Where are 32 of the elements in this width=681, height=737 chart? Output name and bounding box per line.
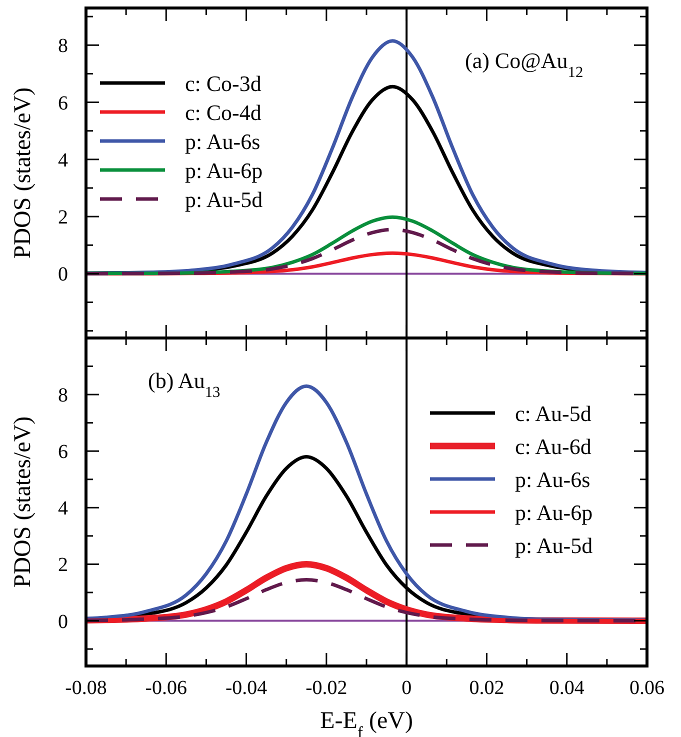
- x-tick-label: 0.02: [469, 677, 504, 699]
- x-tick-label: -0.08: [65, 677, 107, 699]
- legend-label: c: Au-6d: [515, 434, 592, 459]
- legend-label: p: Au-6s: [515, 467, 590, 492]
- y-tick-label: 6: [58, 441, 68, 464]
- y-tick-label: 2: [58, 554, 68, 576]
- y-axis-title: PDOS (states/eV): [10, 416, 36, 588]
- legend-label: p: Au-6s: [185, 129, 260, 154]
- x-tick-label: 0.06: [630, 677, 664, 699]
- x-tick-label: 0.04: [549, 677, 584, 699]
- x-tick-label: 0: [402, 677, 412, 699]
- x-tick-label: -0.02: [306, 677, 348, 699]
- legend-label: c: Au-5d: [515, 401, 592, 426]
- y-tick-label: 0: [58, 264, 68, 286]
- legend-label: p: Au-6p: [515, 500, 593, 525]
- annotation: (b) Au$_{13}$: [148, 368, 221, 400]
- y-tick-label: 4: [58, 149, 68, 172]
- legend-label: p: Au-5d: [515, 533, 593, 558]
- y-tick-label: 2: [58, 206, 68, 229]
- y-tick-label: 8: [58, 384, 68, 407]
- y-tick-label: 4: [58, 498, 68, 520]
- x-tick-label: -0.04: [225, 677, 268, 699]
- y-tick-label: 6: [58, 92, 68, 114]
- x-tick-label: -0.06: [145, 677, 187, 699]
- legend-label: p: Au-6p: [185, 158, 263, 183]
- legend-label: p: Au-5d: [185, 187, 263, 212]
- y-axis-title: PDOS (states/eV): [10, 87, 36, 259]
- annotation: (a) Co@Au$_{12}$: [465, 48, 584, 80]
- legend-label: c: Co-4d: [185, 100, 262, 125]
- y-tick-label: 8: [58, 35, 68, 58]
- y-tick-label: 0: [58, 610, 68, 633]
- legend-label: c: Co-3d: [185, 71, 262, 96]
